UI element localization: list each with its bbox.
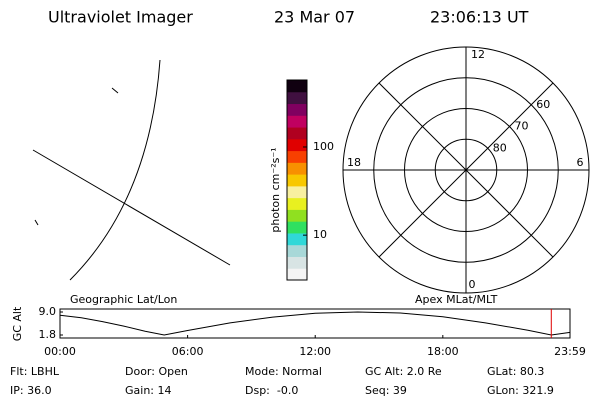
info-field: Door: Open (125, 365, 188, 378)
alt-ylabel: GC Alt (11, 306, 24, 341)
info-field: GLat: 80.3 (487, 365, 544, 378)
color-cell (287, 103, 307, 116)
ring-label: 60 (536, 98, 550, 111)
instrument: Ultraviolet Imager (48, 8, 193, 27)
alt-left-label: Geographic Lat/Lon (70, 293, 177, 306)
time: 23:06:13 UT (430, 8, 529, 27)
color-cell (287, 268, 307, 281)
alt-right-label: Apex MLat/MLT (415, 293, 498, 306)
date: 23 Mar 07 (274, 8, 355, 27)
colorbar-tick-label: 10 (313, 228, 327, 241)
y-tick-label: 1.8 (39, 328, 57, 341)
x-tick-label: 06:00 (172, 345, 204, 358)
color-cell (287, 91, 307, 105)
color-cell (287, 115, 307, 128)
x-tick-label: 23:59 (554, 345, 586, 358)
color-cell (287, 162, 307, 175)
axis-line (378, 82, 554, 258)
info-field: Gain: 14 (125, 384, 172, 397)
color-cell (287, 209, 307, 222)
info-field: Dsp: -0.0 (245, 384, 298, 397)
info-field: Seq: 39 (365, 384, 407, 397)
ring-label: 70 (514, 120, 528, 133)
ring-label: 80 (493, 141, 507, 154)
mlt-label: 0 (469, 278, 476, 291)
grid-line (111, 87, 119, 94)
color-cell (287, 150, 307, 163)
x-tick-label: 12:00 (299, 345, 331, 358)
color-cell (287, 244, 307, 257)
y-tick-label: 9.0 (39, 305, 57, 318)
mlt-label: 18 (347, 156, 361, 169)
color-cell (287, 138, 307, 152)
color-cell (287, 256, 307, 269)
limb (69, 59, 161, 281)
info-field: GLon: 321.9 (487, 384, 554, 397)
info-field: Mode: Normal (245, 365, 322, 378)
color-cell (287, 232, 307, 246)
mlt-label: 12 (471, 48, 485, 61)
lat-ring (434, 138, 498, 202)
color-cell (287, 80, 307, 93)
colorbar-frame (286, 79, 308, 281)
info-field: GC Alt: 2.0 Re (365, 365, 442, 378)
lat-ring (404, 108, 528, 232)
color-cell (287, 185, 307, 199)
x-tick-label: 00:00 (44, 345, 76, 358)
colorbar-tick-label: 100 (313, 140, 334, 153)
info-field: Flt: LBHL (10, 365, 60, 378)
color-cell (287, 174, 307, 187)
grid-line (32, 149, 231, 266)
lat-ring (373, 77, 559, 263)
altitude-line (59, 311, 571, 336)
info-field: IP: 36.0 (10, 384, 52, 397)
mlt-label: 6 (577, 156, 584, 169)
x-tick-label: 18:00 (427, 345, 459, 358)
color-cell (287, 197, 307, 210)
colorbar-label: photon cm⁻²s⁻¹ (269, 147, 282, 232)
grid-line (34, 219, 39, 226)
color-cell (287, 127, 307, 140)
color-cell (287, 221, 307, 234)
geo-panel (32, 59, 231, 281)
